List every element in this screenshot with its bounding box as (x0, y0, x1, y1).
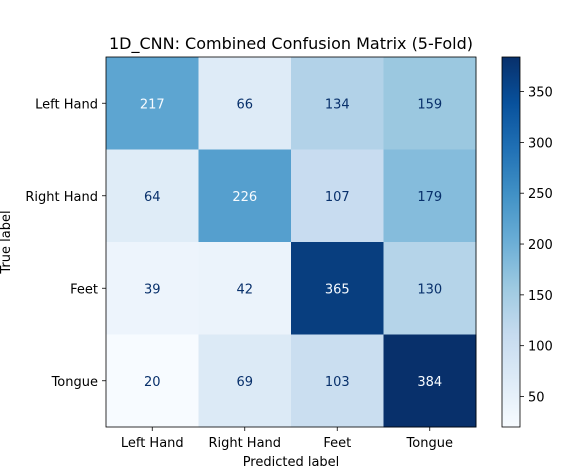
matrix-cell (291, 149, 384, 243)
cell-value: 39 (144, 282, 161, 297)
matrix-cell (106, 242, 199, 335)
colorbar-tick-label: 150 (528, 289, 553, 304)
plot-frame (105, 56, 477, 428)
matrix-cell (198, 334, 292, 428)
cell-value: 64 (144, 190, 161, 205)
matrix-cell (383, 149, 477, 243)
cell-value: 69 (236, 375, 253, 390)
chart-title: 1D_CNN: Combined Confusion Matrix (5-Fol… (109, 34, 473, 54)
cell-value: 226 (232, 190, 257, 205)
cell-value: 159 (417, 97, 442, 112)
cell-value: 134 (325, 97, 350, 112)
matrix-cell (383, 334, 477, 428)
y-tick-label: Tongue (51, 375, 98, 390)
cell-value: 384 (417, 375, 442, 390)
matrix-cells (106, 57, 477, 428)
matrix-cell (198, 149, 292, 243)
x-axis-ticks: Left Hand Right Hand Feet Tongue (121, 427, 453, 451)
cell-value: 103 (325, 375, 350, 390)
cell-value: 20 (144, 375, 161, 390)
cell-value: 179 (417, 190, 442, 205)
cell-value: 107 (325, 190, 350, 205)
matrix-cell (106, 334, 199, 428)
colorbar-tick-label: 300 (528, 136, 553, 151)
matrix-cell (383, 242, 477, 335)
matrix-cell (291, 57, 384, 150)
colorbar-ticks: 50 100 150 200 250 300 350 (520, 86, 553, 406)
cell-value-labels: 217 66 134 159 64 226 107 179 39 42 365 130 20 69 103 3… (140, 97, 442, 390)
matrix-cell (291, 242, 384, 335)
y-tick-label: Feet (70, 282, 98, 297)
x-tick-label: Left Hand (121, 436, 184, 451)
matrix-cell (106, 57, 199, 150)
cell-value: 66 (236, 97, 253, 112)
cell-value: 217 (140, 97, 165, 112)
x-axis-label: Predicted label (243, 455, 340, 470)
colorbar-tick-label: 200 (528, 238, 553, 253)
matrix-cell (291, 334, 384, 428)
colorbar-tick-label: 50 (528, 391, 545, 406)
y-tick-label: Right Hand (25, 190, 98, 205)
matrix-cell (106, 149, 199, 243)
matrix-cell (198, 242, 292, 335)
colorbar-tick-label: 250 (528, 187, 553, 202)
matrix-cell (383, 57, 477, 150)
y-axis-label: True label (0, 210, 14, 274)
colorbar-tick-label: 100 (528, 340, 553, 355)
y-axis-ticks: Left Hand Right Hand Feet Tongue (25, 97, 106, 390)
cell-value: 365 (325, 282, 350, 297)
colorbar-tick-label: 350 (528, 86, 553, 101)
x-tick-label: Tongue (406, 436, 453, 451)
cell-value: 42 (236, 282, 253, 297)
y-tick-label: Left Hand (35, 97, 98, 112)
x-tick-label: Right Hand (208, 436, 281, 451)
colorbar (501, 56, 521, 428)
x-tick-label: Feet (323, 436, 351, 451)
matrix-cell (198, 57, 292, 150)
cell-value: 130 (417, 282, 442, 297)
